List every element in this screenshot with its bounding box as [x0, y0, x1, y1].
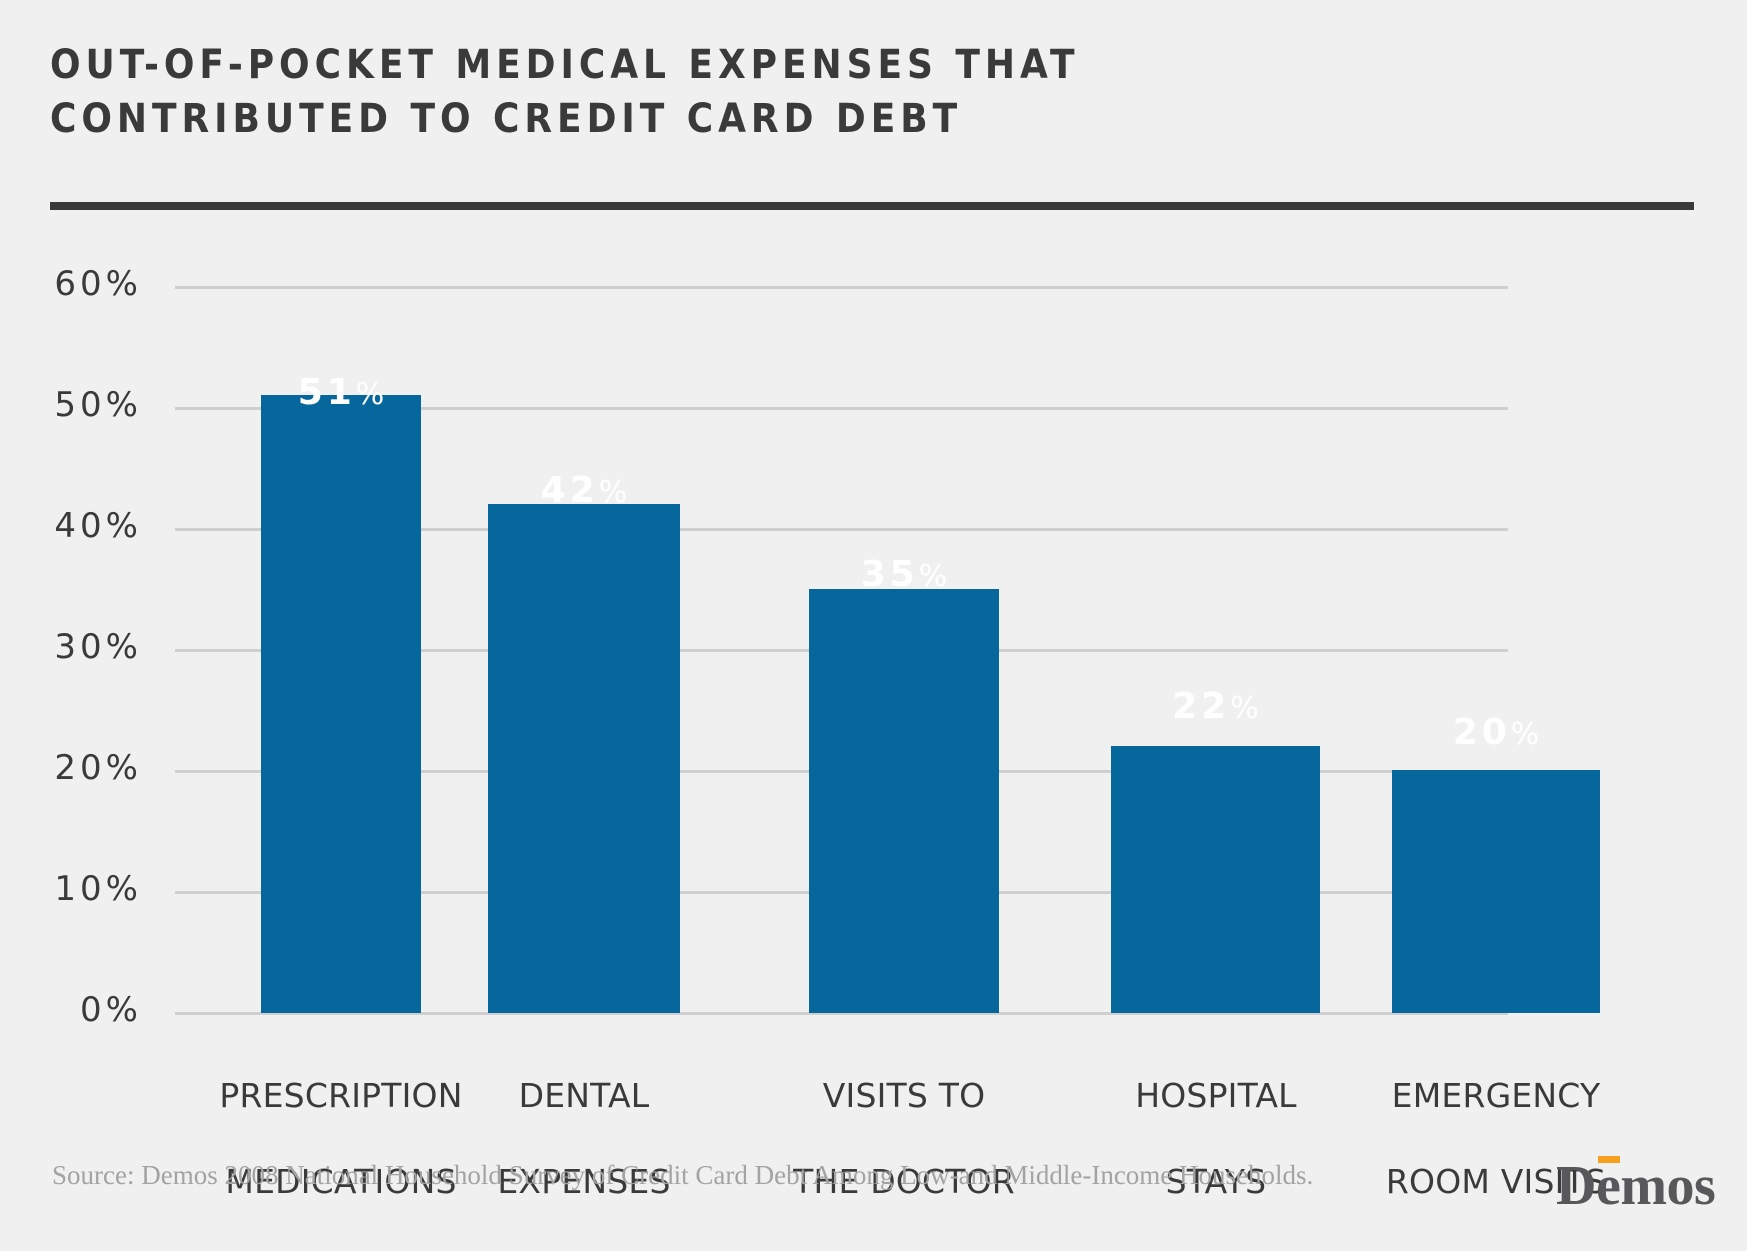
bar-value-suffix-4: % — [1230, 691, 1259, 726]
ytick-label-0: 0% — [80, 990, 142, 1030]
category-line-1a: PRESCRIPTION — [219, 1076, 463, 1115]
bar-value-label-dental-expenses: 42% — [488, 470, 680, 511]
category-label-emergency-room-visits: EMERGENCY ROOM VISITS — [1346, 1031, 1646, 1246]
bar-value-label-hospital-stays: 22% — [1111, 686, 1320, 727]
macron-accent-icon — [1597, 1156, 1620, 1163]
category-line-2b: EXPENSES — [497, 1162, 671, 1201]
gridline-40 — [175, 528, 1508, 531]
bar-value-number-4: 22 — [1172, 686, 1231, 727]
bar-prescription-medications[interactable] — [261, 395, 421, 1013]
gridline-0-baseline — [175, 1012, 1508, 1015]
category-label-dental-expenses: DENTAL EXPENSES — [434, 1031, 734, 1246]
gridline-50 — [175, 407, 1508, 410]
category-label-hospital-stays: HOSPITAL STAYS — [1066, 1031, 1366, 1246]
category-line-3a: VISITS TO — [822, 1076, 986, 1115]
bar-emergency-room-visits[interactable] — [1392, 770, 1600, 1013]
ytick-label-30: 30% — [54, 627, 142, 667]
title-divider-rule — [50, 202, 1694, 210]
logo-prefix: D — [1556, 1155, 1596, 1217]
bar-hospital-stays[interactable] — [1111, 746, 1320, 1013]
page-title: OUT-OF-POCKET MEDICAL EXPENSES THAT CONT… — [50, 38, 1450, 146]
bar-value-number-5: 20 — [1452, 712, 1511, 753]
bar-value-suffix-5: % — [1510, 717, 1540, 752]
ytick-label-60: 60% — [54, 264, 142, 304]
ytick-label-50: 50% — [54, 385, 142, 425]
logo-accented-letter: e — [1595, 1155, 1621, 1217]
bar-value-label-emergency-room-visits: 20% — [1392, 712, 1600, 753]
bar-value-suffix-2: % — [598, 475, 628, 510]
category-line-4a: HOSPITAL — [1135, 1076, 1297, 1115]
bar-value-number-3: 35 — [860, 554, 919, 595]
ytick-label-40: 40% — [54, 506, 142, 546]
gridline-60 — [175, 286, 1508, 289]
category-line-2a: DENTAL — [518, 1076, 650, 1115]
logo-suffix: mos — [1620, 1155, 1716, 1217]
bar-visits-to-the-doctor[interactable] — [809, 589, 999, 1013]
category-label-visits-to-the-doctor: VISITS TO THE DOCTOR — [754, 1031, 1054, 1246]
source-note: Source: Demos 2008 National Household Su… — [52, 1160, 1314, 1190]
bar-value-suffix-1: % — [355, 377, 385, 412]
logo-accented-letter-wrap: e — [1595, 1154, 1621, 1218]
category-line-1b: MEDICATIONS — [225, 1162, 457, 1201]
category-line-5a: EMERGENCY — [1391, 1076, 1601, 1115]
bar-value-suffix-3: % — [918, 559, 948, 594]
category-line-5b: ROOM VISITS — [1385, 1162, 1607, 1201]
bar-value-number-1: 51 — [297, 372, 356, 413]
category-label-prescription-medications: PRESCRIPTION MEDICATIONS — [191, 1031, 491, 1246]
bar-dental-expenses[interactable] — [488, 504, 680, 1013]
bar-value-number-2: 42 — [540, 470, 599, 511]
chart-title-line-1: OUT-OF-POCKET MEDICAL EXPENSES THAT — [50, 42, 1080, 88]
chart-title-line-2: CONTRIBUTED TO CREDIT CARD DEBT — [50, 96, 963, 142]
ytick-label-10: 10% — [54, 869, 142, 909]
category-line-3b: THE DOCTOR — [793, 1162, 1015, 1201]
bar-value-label-prescription-medications: 51% — [261, 372, 421, 413]
category-line-4b: STAYS — [1165, 1162, 1267, 1201]
ytick-label-20: 20% — [54, 748, 142, 788]
bar-value-label-visits-to-the-doctor: 35% — [809, 554, 999, 595]
